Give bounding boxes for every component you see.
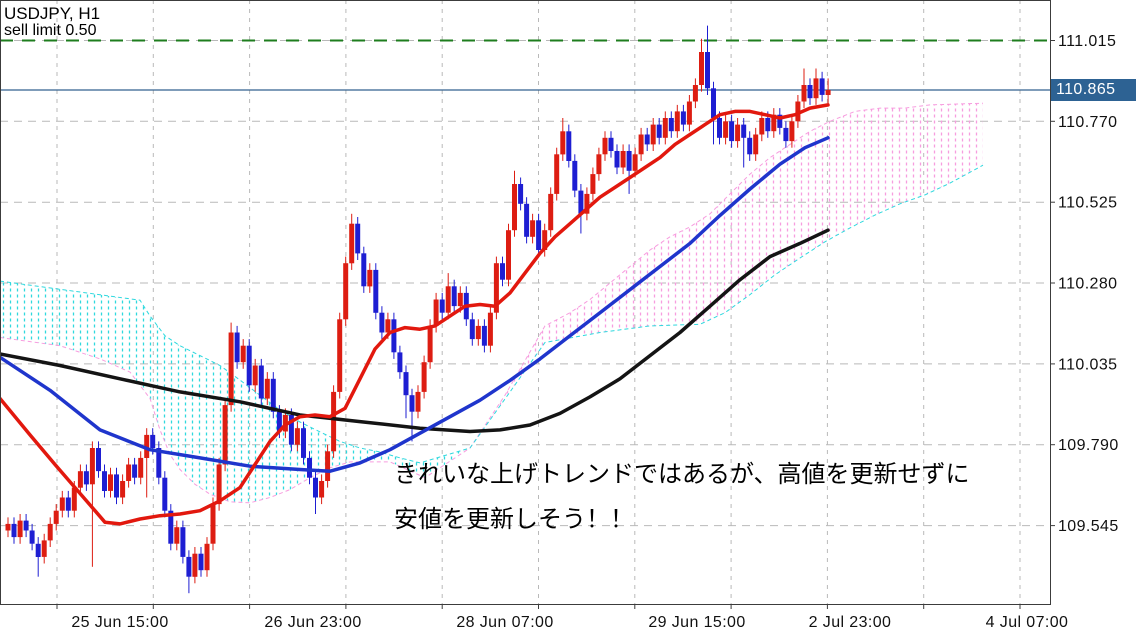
- svg-text:2 Jul 23:00: 2 Jul 23:00: [809, 614, 892, 631]
- senkou-span-a-line: [0, 102, 984, 504]
- grid-lines: [0, 0, 1050, 604]
- svg-text:110.525: 110.525: [1058, 195, 1117, 212]
- ichimoku-cloud: [0, 102, 984, 504]
- svg-text:110.035: 110.035: [1058, 356, 1117, 373]
- symbol-title: USDJPY, H1: [4, 4, 101, 23]
- svg-text:109.545: 109.545: [1058, 518, 1119, 535]
- svg-text:25 Jun 15:00: 25 Jun 15:00: [71, 614, 168, 631]
- svg-text:4 Jul 07:00: 4 Jul 07:00: [986, 614, 1069, 631]
- svg-text:111.015: 111.015: [1058, 33, 1116, 50]
- ma-blue-line: [0, 136, 830, 473]
- current-price-tag: 110.865: [1051, 79, 1136, 101]
- svg-text:110.770: 110.770: [1058, 114, 1117, 131]
- ma-red-line: [0, 103, 830, 526]
- plot-border: [0, 0, 1051, 605]
- axis-scale[interactable]: 111.015 110.770 110.525 110.280 110.035 109.7…: [56, 33, 1119, 631]
- pending-order-label: sell limit 0.50: [4, 22, 97, 39]
- ma-black-line: [0, 228, 830, 434]
- candlestick-series: [5, 25, 831, 594]
- svg-text:109.790: 109.790: [1058, 437, 1119, 454]
- svg-text:26 Jun 23:00: 26 Jun 23:00: [264, 614, 361, 631]
- svg-text:29 Jun 15:00: 29 Jun 15:00: [648, 614, 745, 631]
- svg-text:110.280: 110.280: [1058, 276, 1117, 293]
- svg-text:28 Jun 07:00: 28 Jun 07:00: [456, 614, 553, 631]
- annotation-line-1: きれいな上げトレンドではあるが、高値を更新せずに: [394, 461, 970, 488]
- senkou-span-b-line: [0, 164, 984, 464]
- annotation-line-2: 安値を更新しそう！！: [394, 506, 634, 533]
